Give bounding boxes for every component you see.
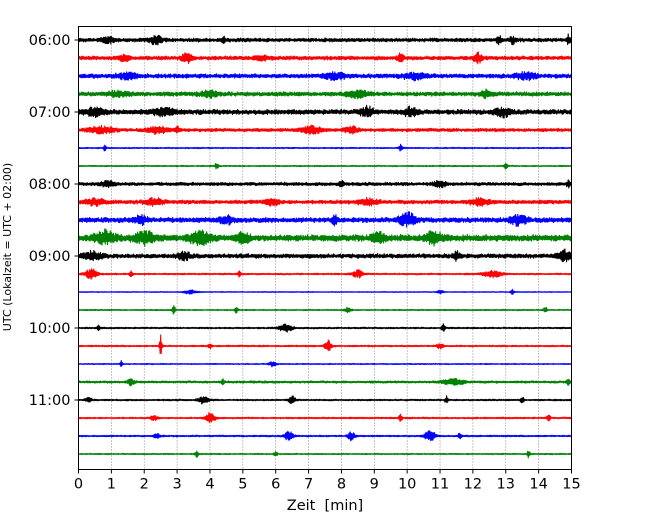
trace-0600 (77, 33, 573, 46)
y-tick-label: 10:00 (29, 321, 71, 337)
x-tick-label: 15 (562, 477, 580, 493)
x-tick-label: 6 (271, 477, 280, 493)
trace-1000 (78, 323, 572, 333)
x-tick-label: 8 (337, 477, 346, 493)
y-tick-label: 07:00 (29, 105, 71, 121)
trace-0700 (77, 104, 573, 119)
trace-0630 (77, 71, 573, 82)
x-tick-label: 1 (107, 477, 116, 493)
trace-0945 (78, 305, 573, 315)
trace-0830 (77, 211, 573, 228)
x-tick-label: 10 (398, 477, 416, 493)
trace-1030 (78, 360, 572, 368)
x-tick-label: 9 (370, 477, 379, 493)
x-axis: 0 1 2 3 4 5 6 7 8 9 10 11 12 13 14 15 (74, 469, 581, 493)
x-tick-label: 12 (464, 477, 482, 493)
trace-0745 (78, 162, 572, 170)
x-tick-label: 0 (74, 477, 83, 493)
y-tick-label: 06:00 (29, 33, 71, 49)
trace-1015 (78, 334, 572, 355)
trace-0645 (77, 88, 573, 100)
x-tick-label: 4 (205, 477, 214, 493)
y-tick-label: 09:00 (29, 249, 71, 265)
x-axis-label: Zeit [min] (287, 498, 363, 514)
trace-1100 (78, 395, 572, 405)
x-tick-label: 5 (238, 477, 247, 493)
trace-0900 (77, 248, 573, 263)
x-tick-label: 3 (172, 477, 181, 493)
trace-1115 (78, 412, 572, 423)
trace-1130 (77, 429, 572, 442)
x-tick-label: 2 (140, 477, 149, 493)
trace-1045 (77, 378, 573, 387)
plot-frame (78, 26, 572, 470)
trace-0730 (78, 143, 572, 152)
trace-0915 (78, 268, 572, 280)
grid-lines (111, 26, 539, 470)
trace-0800 (77, 179, 573, 189)
trace-0845 (77, 228, 573, 247)
y-axis-label: UTC (Lokalzeit = UTC + 02:00) (1, 163, 14, 331)
x-tick-label: 14 (529, 477, 547, 493)
x-tick-label: 7 (304, 477, 313, 493)
trace-0930 (78, 288, 572, 295)
trace-0815 (77, 196, 573, 208)
x-tick-label: 13 (497, 477, 515, 493)
y-axis: 06:00 07:00 08:00 09:00 10:00 11:00 (29, 33, 79, 409)
trace-1145 (78, 450, 572, 459)
seismic-traces (77, 33, 573, 459)
trace-0715 (77, 124, 573, 135)
trace-0615 (77, 51, 573, 65)
x-tick-label: 11 (431, 477, 449, 493)
y-tick-label: 11:00 (29, 393, 71, 409)
y-tick-label: 08:00 (29, 177, 71, 193)
